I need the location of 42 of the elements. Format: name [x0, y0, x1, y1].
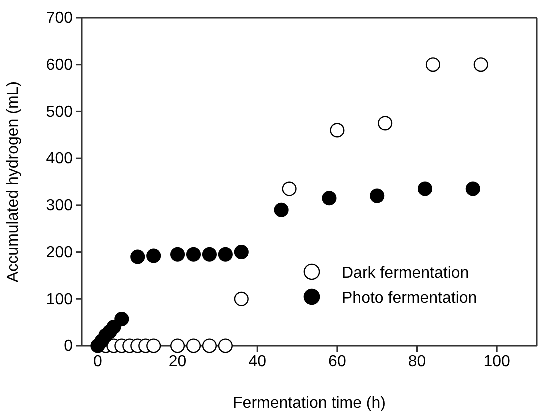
point: [282, 182, 297, 196]
x-tick-label: 0: [94, 353, 103, 370]
point: [378, 116, 393, 131]
point: [330, 123, 345, 138]
x-tick-label: 40: [248, 353, 267, 370]
point: [234, 245, 249, 260]
y-tick-label: 600: [46, 56, 74, 74]
y-tick-label: 500: [46, 104, 74, 121]
x-tick-label: 80: [408, 353, 426, 370]
point: [218, 338, 233, 354]
point: [234, 292, 249, 306]
point: [202, 338, 217, 354]
legend-label: Photo fermentation: [342, 290, 478, 307]
legend-label: Dark fermentation: [342, 265, 470, 282]
y-axis-title: Accumulated hydrogen (mL): [5, 82, 22, 282]
point: [114, 312, 130, 327]
x-tick-label: 100: [484, 353, 511, 370]
y-tick-label: 400: [46, 150, 74, 168]
y-tick-label: 700: [46, 10, 74, 28]
point: [426, 58, 441, 72]
point: [274, 202, 289, 218]
point: [466, 182, 480, 196]
y-tick-label: 200: [46, 244, 74, 262]
point: [146, 248, 162, 264]
point: [370, 188, 385, 204]
point: [186, 247, 202, 262]
point: [218, 247, 233, 262]
y-tick-label: 300: [46, 198, 74, 215]
point: [322, 191, 337, 206]
point: [130, 250, 146, 264]
point: [170, 338, 186, 354]
point: [474, 58, 488, 72]
point: [146, 338, 162, 354]
y-tick-label: 100: [46, 291, 74, 308]
point: [418, 182, 433, 196]
x-tick-label: 60: [328, 353, 346, 370]
x-tick-label: 20: [168, 353, 187, 370]
y-tick-label: 0: [64, 338, 74, 356]
point: [170, 247, 186, 262]
x-axis-title: Fermentation time (h): [233, 395, 386, 412]
point: [202, 247, 217, 262]
point: [186, 338, 202, 354]
